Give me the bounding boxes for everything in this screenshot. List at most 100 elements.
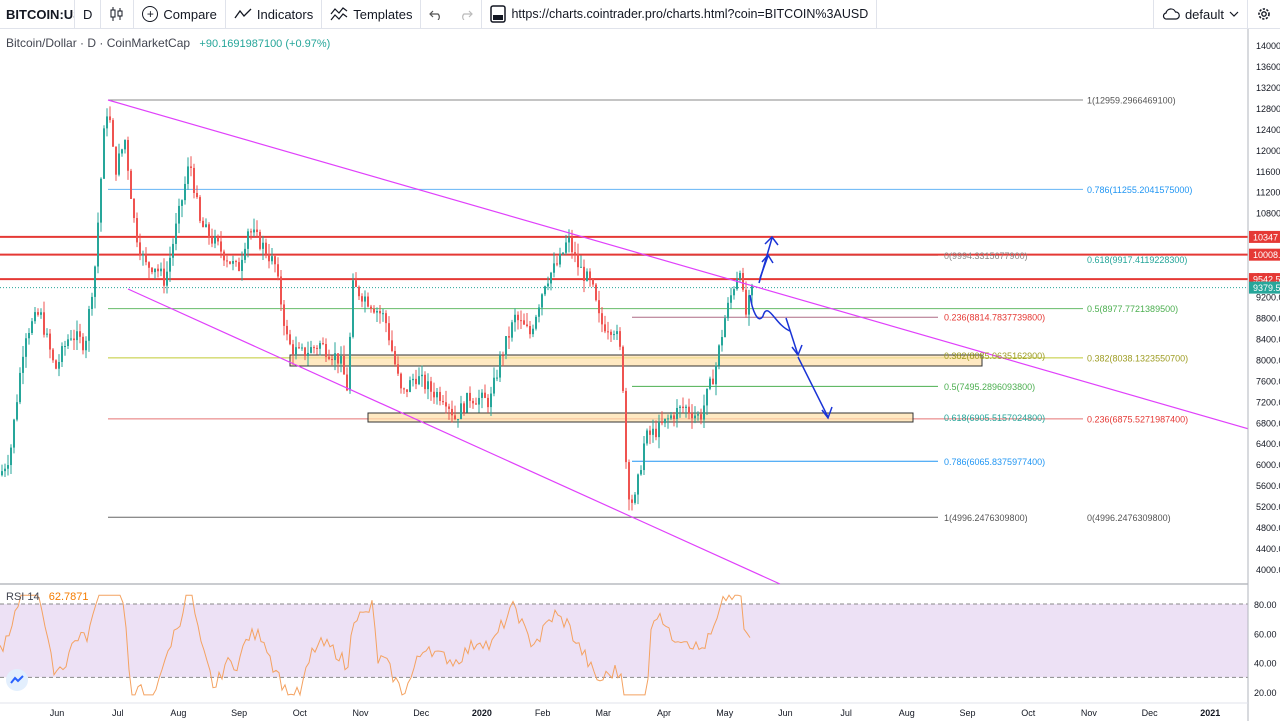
rsi-band [0, 604, 1248, 678]
price-tick-label: 9200.0 [1256, 293, 1280, 303]
time-tick-label: Jul [840, 708, 852, 718]
candle-body [673, 415, 675, 420]
fib-label: 1(12959.2966469100) [1087, 96, 1176, 106]
candle-body [22, 356, 24, 373]
candle-body [298, 347, 300, 349]
price-chart[interactable]: 1(12959.2966469100) 0.786(11255.204157500… [0, 29, 1280, 721]
candle-body [94, 266, 96, 297]
price-tick-label: 10800.0 [1256, 209, 1280, 219]
price-tick-label: 7200.0 [1256, 397, 1280, 407]
candle-body [511, 322, 513, 338]
candle-body [640, 470, 642, 475]
legend-change: +90.1691987100 (+0.97%) [199, 38, 331, 50]
candle-body [457, 419, 459, 421]
time-tick-label: Nov [1081, 708, 1098, 718]
candle-body [4, 468, 6, 472]
chart-style-button[interactable] [101, 0, 133, 28]
settings-button[interactable] [1248, 0, 1280, 28]
chevron-down-icon [1229, 11, 1239, 17]
candle-body [352, 280, 354, 337]
candle-body [628, 462, 630, 500]
candle-body [454, 415, 456, 420]
candle-body [565, 242, 567, 253]
candle-body [634, 494, 636, 503]
candle-body [157, 268, 159, 272]
price-tick-label: 6400.0 [1256, 439, 1280, 449]
time-tick-label: Jul [112, 708, 124, 718]
candle-body [304, 347, 306, 357]
candle-body [1, 471, 3, 476]
time-tick-label: 2021 [1200, 708, 1220, 718]
bull-arrow-small-line [759, 255, 769, 279]
compare-button[interactable]: + Compare [134, 0, 224, 28]
candle-body [727, 302, 729, 319]
candle-body [172, 243, 174, 258]
redo-button[interactable] [451, 0, 481, 28]
candle-body [580, 266, 582, 268]
symbol-search[interactable]: BITCOIN:USD [0, 0, 74, 28]
rsi-tick-label: 60.00 [1254, 629, 1277, 639]
price-axis[interactable]: 80.00 60.00 40.00 20.00 14000.0 13600.0 13200.… [1247, 29, 1280, 721]
templates-button[interactable]: Templates [322, 0, 420, 28]
time-tick-label: Feb [535, 708, 551, 718]
candle-body [688, 406, 690, 414]
candle-body [16, 402, 18, 420]
candle-body [37, 312, 39, 315]
brand-logo[interactable] [6, 669, 28, 691]
support-zone-lower [367, 412, 914, 423]
candle-body [508, 336, 510, 338]
price-tick-label: 4800.0 [1256, 523, 1280, 533]
candle-body [691, 413, 693, 419]
time-tick-label: Jun [778, 708, 793, 718]
candle-body [31, 321, 33, 333]
candle-body [409, 380, 411, 392]
candle-body [400, 373, 402, 389]
candle-body [280, 276, 282, 305]
candle-body [679, 406, 681, 408]
candle-body [751, 285, 753, 296]
fib-label: 0(4996.2476309800) [1087, 513, 1171, 523]
fib-label: 0.382(8038.1323550700) [1087, 353, 1188, 363]
candle-body [340, 356, 342, 364]
candle-body [253, 229, 255, 233]
candle-body [475, 403, 477, 405]
fib-label: 0.786(6065.8375977400) [944, 457, 1045, 467]
candle-body [235, 260, 237, 263]
candle-body [700, 414, 702, 420]
candle-body [103, 128, 105, 179]
candle-body [439, 391, 441, 401]
bear-arrow-1-head [791, 344, 803, 357]
candle-body [478, 397, 480, 405]
candle-body [415, 378, 417, 385]
price-tick-label: 7600.0 [1256, 376, 1280, 386]
candle-body [730, 295, 732, 303]
undo-button[interactable] [421, 0, 451, 28]
candle-body [217, 236, 219, 242]
layout-menu-button[interactable]: default [1154, 0, 1247, 28]
bear-arrow-1-line [785, 317, 799, 356]
indicators-button[interactable]: Indicators [226, 0, 321, 28]
candle-body [364, 296, 366, 302]
price-axis-background [1248, 29, 1280, 721]
candle-body [28, 332, 30, 339]
interval-button[interactable]: D [75, 0, 100, 28]
candle-body [466, 392, 468, 413]
time-axis[interactable]: Jun Jul Aug Sep Oct Nov Dec 2020 Feb Mar Apr May Jun… [0, 702, 1248, 718]
candle-body [127, 140, 129, 171]
price-tag-label: 9379.5 [1253, 283, 1280, 293]
candle-body [58, 361, 60, 369]
candle-body [631, 499, 633, 503]
price-tag-background [1249, 248, 1280, 261]
candle-body [91, 296, 93, 310]
candle-body [481, 392, 483, 398]
price-tick-label: 11600.0 [1256, 167, 1280, 177]
candle-body [148, 262, 150, 268]
url-link[interactable]: https://charts.cointrader.pro/charts.htm… [482, 0, 876, 28]
candle-body [334, 353, 336, 361]
candle-body [322, 343, 324, 345]
candlestick-series [1, 106, 753, 511]
support-zones [289, 354, 983, 423]
candle-body [130, 170, 132, 199]
time-tick-label: Dec [1142, 708, 1159, 718]
candle-body [412, 378, 414, 381]
